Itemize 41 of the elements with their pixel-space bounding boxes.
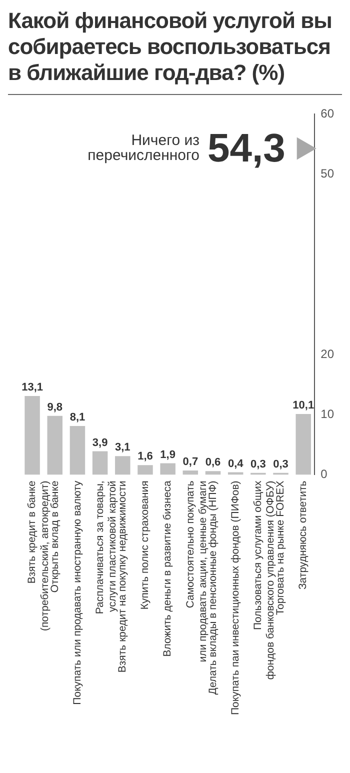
bar — [160, 463, 176, 475]
data-label: 54,3 — [208, 126, 286, 170]
bar — [70, 426, 86, 475]
data-label: 13,1 — [22, 382, 44, 394]
x-tick-label: Покупать или продавать иностранную валюту — [71, 480, 84, 705]
bar — [182, 470, 198, 475]
bar — [47, 416, 63, 475]
data-label: 0,3 — [250, 458, 266, 470]
bar — [115, 456, 130, 475]
x-tick-label: Купить полис страхования — [139, 480, 152, 610]
x-tick-label: Взять кредит в банке (потребительский, автокредит) — [26, 480, 51, 632]
y-tick-label: 20 — [320, 346, 334, 361]
bar — [205, 471, 221, 475]
x-tick-label: Взять кредит на покупку недвижимости — [116, 480, 129, 673]
x-tick-label: Пользоваться услугами общих фондов банковского управления (ОФБУ) — [252, 480, 277, 680]
data-label: 10,1 — [292, 400, 314, 412]
data-label: 1,6 — [138, 450, 153, 463]
data-label: 3,9 — [92, 436, 108, 449]
y-tick-label: 10 — [320, 406, 334, 421]
chart-title: Какой финансовой услугой вы собираетесь воспользоваться в ближайшие год-два? (%) — [8, 8, 342, 95]
x-tick-label: Расплачиваться за товары, услуги пластиковой картой — [94, 480, 119, 614]
bar — [138, 465, 153, 475]
data-label: 0,3 — [273, 458, 288, 470]
x-tick-label: Покупать паи инвестиционных фондов (ПИФов) — [229, 480, 242, 716]
x-tick-label: Торговать на рынке FOREX — [274, 480, 287, 616]
x-tick-label: Затрудняюсь ответить — [297, 480, 310, 590]
data-label: 9,8 — [47, 401, 63, 414]
y-tick-label: 0 — [320, 467, 328, 482]
data-label: 0,7 — [182, 456, 198, 468]
y-tick-label: 50 — [320, 166, 334, 181]
data-label: 1,9 — [160, 448, 176, 461]
text: Ничего из перечисленного — [88, 132, 200, 164]
bar — [296, 414, 311, 475]
data-label: 3,1 — [115, 442, 130, 454]
bar — [92, 451, 108, 475]
x-tick-label: Вложить деньги в развитие бизнеса — [162, 480, 174, 657]
data-label: 8,1 — [70, 412, 86, 424]
data-label: 0,4 — [228, 458, 244, 470]
bar — [24, 396, 40, 475]
y-tick-label: 60 — [320, 106, 334, 121]
data-label: 0,6 — [205, 456, 221, 469]
